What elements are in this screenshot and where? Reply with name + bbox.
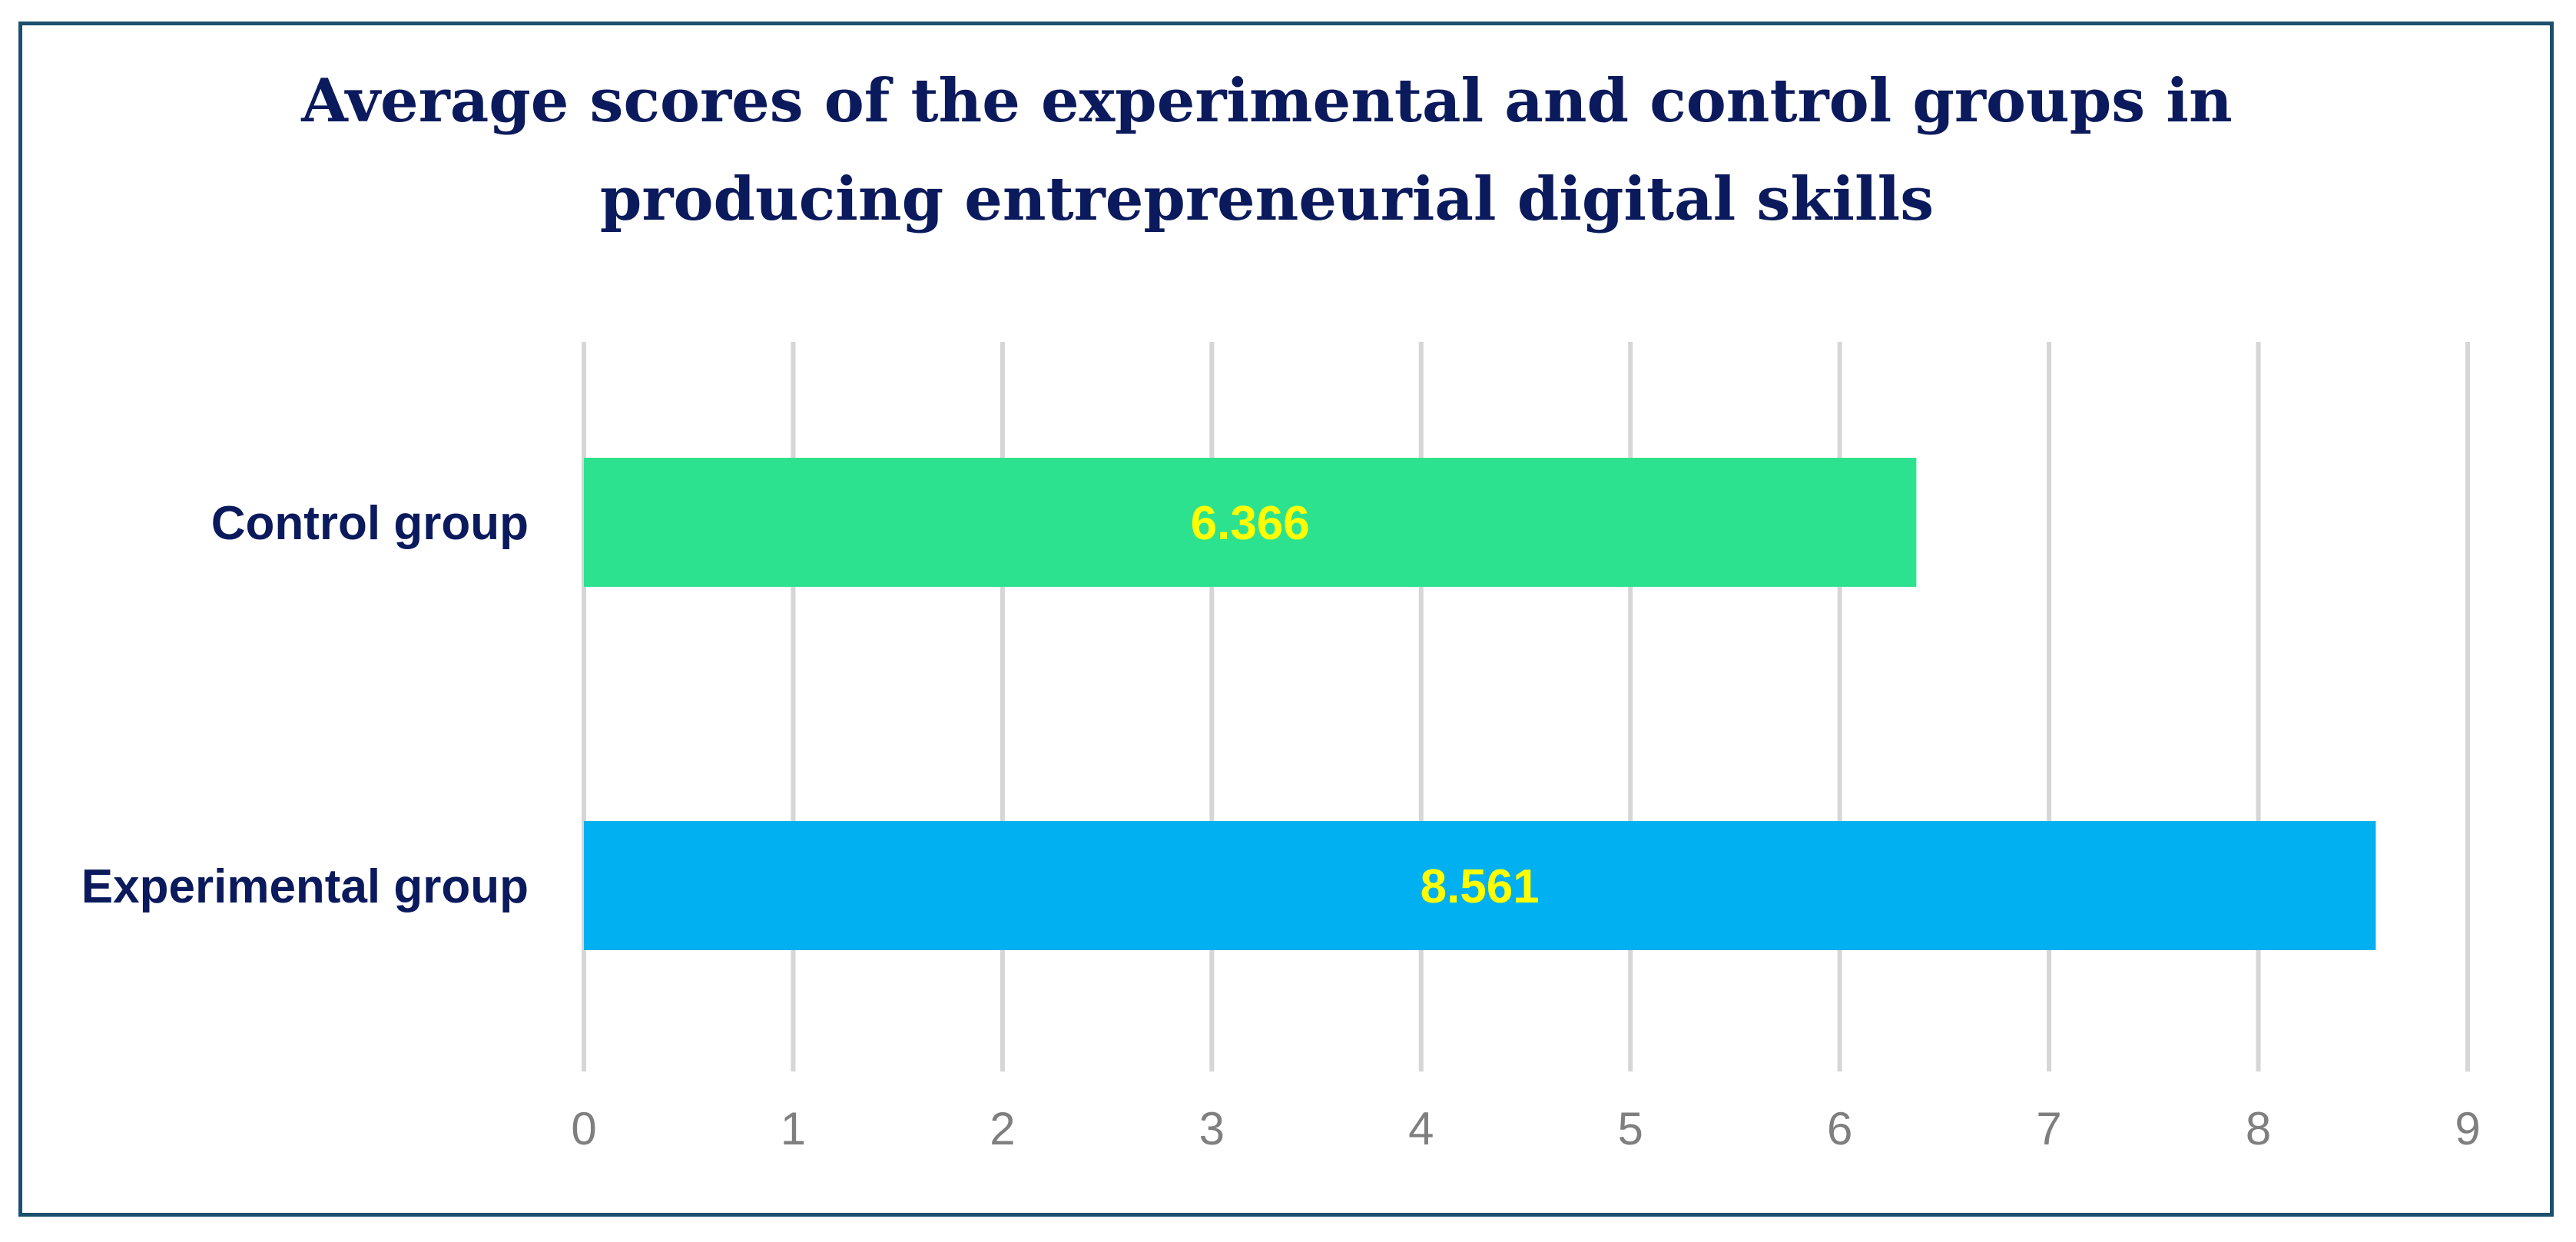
chart-frame: Average scores of the experimental and c… xyxy=(18,22,2554,1217)
x-tick-label: 5 xyxy=(1618,1103,1643,1154)
gridlines xyxy=(582,342,2470,1071)
x-axis-ticks: 0 1 2 3 4 5 6 7 8 9 xyxy=(571,1103,2480,1154)
category-labels: Control group Experimental group xyxy=(81,497,529,913)
x-tick-label: 6 xyxy=(1827,1103,1852,1154)
data-label: 6.366 xyxy=(1191,497,1310,550)
x-tick-label: 2 xyxy=(990,1103,1015,1154)
data-label: 8.561 xyxy=(1421,860,1540,913)
bars xyxy=(584,458,2376,950)
x-tick-label: 3 xyxy=(1199,1103,1225,1154)
bar xyxy=(584,458,1917,587)
x-tick-label: 4 xyxy=(1408,1103,1434,1154)
category-label: Control group xyxy=(211,497,529,550)
chart-title-line-2: producing entrepreneurial digital skills xyxy=(599,164,1934,234)
x-tick-label: 7 xyxy=(2036,1103,2061,1154)
x-tick-label: 8 xyxy=(2246,1103,2271,1154)
bar xyxy=(584,821,2376,950)
data-labels: 6.366 8.561 xyxy=(1191,497,1540,913)
chart-title: Average scores of the experimental and c… xyxy=(22,52,2511,249)
x-tick-label: 0 xyxy=(571,1103,596,1154)
chart-title-line-1: Average scores of the experimental and c… xyxy=(301,66,2233,136)
category-label: Experimental group xyxy=(81,860,529,913)
x-tick-label: 1 xyxy=(781,1103,806,1154)
x-tick-label: 9 xyxy=(2455,1103,2480,1154)
